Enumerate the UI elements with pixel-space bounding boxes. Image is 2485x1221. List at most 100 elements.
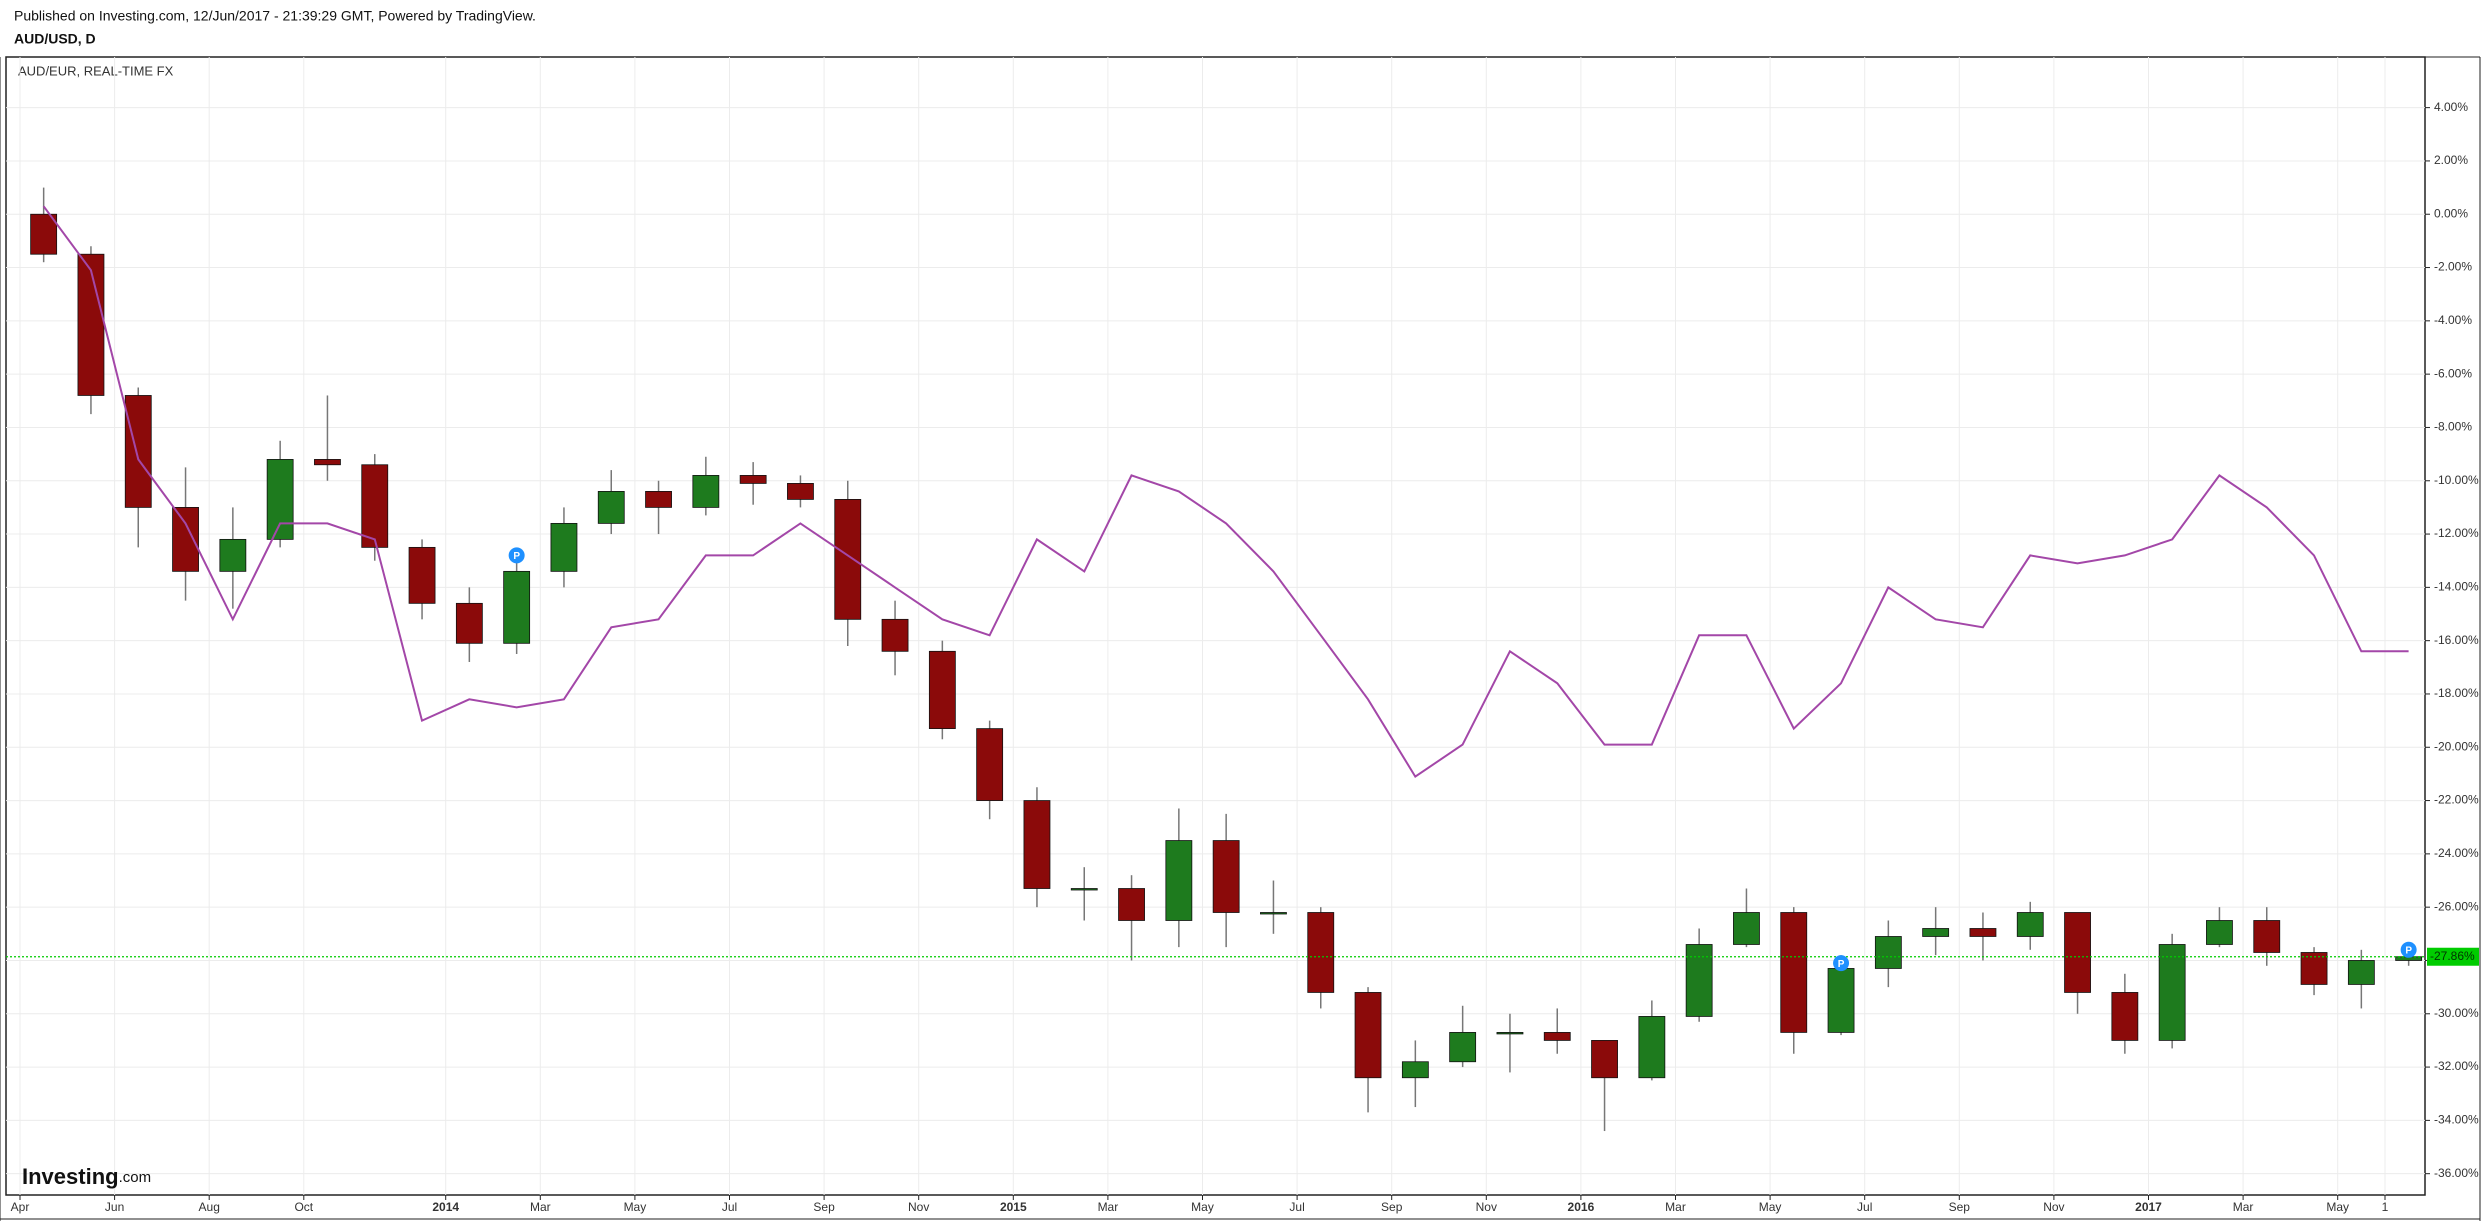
marks bbox=[30, 187, 2423, 1132]
x-tick-label: 2017 bbox=[2135, 1200, 2162, 1214]
x-tick-label: May bbox=[624, 1200, 647, 1214]
candle-body bbox=[314, 459, 341, 466]
candle-body bbox=[124, 395, 152, 508]
y-tick-label: -36.00% bbox=[2434, 1166, 2479, 1180]
candle-body bbox=[172, 507, 199, 572]
candle-body bbox=[928, 650, 956, 730]
last-value-box bbox=[2427, 947, 2479, 966]
y-tick-label: -12.00% bbox=[2434, 526, 2479, 540]
x-tick-label: Sep bbox=[813, 1200, 835, 1214]
candle-body bbox=[1969, 928, 1997, 937]
candle-body bbox=[550, 522, 578, 572]
x-tick-label: May bbox=[1759, 1200, 1782, 1214]
y-tick-label: -22.00% bbox=[2434, 793, 2479, 807]
y-tick-label: -24.00% bbox=[2434, 846, 2479, 860]
candle-body bbox=[1165, 840, 1193, 921]
comparison-line bbox=[42, 205, 2409, 779]
candle-body bbox=[503, 570, 531, 644]
y-tick-label: -18.00% bbox=[2434, 686, 2479, 700]
x-tick-label: 2014 bbox=[432, 1200, 459, 1214]
y-tick-label: 0.00% bbox=[2434, 206, 2468, 220]
event-label: P bbox=[2405, 945, 2412, 956]
candle-body bbox=[2016, 912, 2044, 937]
candle-body bbox=[77, 253, 105, 396]
candle-body bbox=[1260, 912, 1287, 915]
y-tick-label: -8.00% bbox=[2434, 420, 2472, 434]
x-tick-label: Mar bbox=[1665, 1200, 1686, 1214]
candle-body bbox=[881, 618, 909, 652]
candle-body bbox=[739, 475, 767, 484]
x-tick-label: 1 bbox=[2382, 1200, 2389, 1214]
candle-body bbox=[1212, 840, 1240, 913]
x-tick-label: 2015 bbox=[1000, 1200, 1027, 1214]
candle-body bbox=[1827, 968, 1855, 1033]
candle-body bbox=[1354, 992, 1382, 1079]
x-tick-label: May bbox=[2326, 1200, 2349, 1214]
x-tick-label: Jul bbox=[1289, 1200, 1304, 1214]
y-tick-label: 4.00% bbox=[2434, 100, 2468, 114]
event-marker bbox=[508, 547, 525, 564]
x-tick-label: Nov bbox=[2043, 1200, 2064, 1214]
x-tick-label: Mar bbox=[2233, 1200, 2254, 1214]
candle-body bbox=[1023, 800, 1051, 889]
x-tick-label: Sep bbox=[1381, 1200, 1403, 1214]
chart-title: AUD/USD, D bbox=[14, 31, 96, 47]
event-label: P bbox=[513, 551, 520, 562]
y-tick-label: -2.00% bbox=[2434, 260, 2472, 274]
y-tick-label: -26.00% bbox=[2434, 899, 2479, 913]
candle-body bbox=[1449, 1032, 1477, 1063]
candle-body bbox=[2158, 944, 2186, 1041]
candle-body bbox=[1874, 936, 1902, 969]
candle-body bbox=[30, 213, 58, 255]
grid: 4.00% 2.00% 0.00% -2.00% -4.00% -6.00% -8.00% -… bbox=[6, 57, 2479, 1214]
logo: Investing.com bbox=[22, 1164, 151, 1189]
legend-entry: AUD/EUR, REAL-TIME FX bbox=[18, 63, 174, 78]
candle-body bbox=[1780, 912, 1808, 1033]
candle-body bbox=[645, 491, 672, 508]
event-marker bbox=[2400, 941, 2417, 958]
plot-frame bbox=[5, 56, 2426, 1196]
y-tick-label: -30.00% bbox=[2434, 1006, 2479, 1020]
x-tick-label: Nov bbox=[908, 1200, 929, 1214]
candle-body bbox=[787, 483, 814, 500]
candle-body bbox=[692, 475, 720, 508]
x-tick-label: Nov bbox=[1476, 1200, 1497, 1214]
x-tick-label: Oct bbox=[294, 1200, 313, 1214]
candle-body bbox=[2206, 920, 2233, 945]
candle-body bbox=[2347, 960, 2375, 985]
candle-body bbox=[408, 546, 436, 604]
candle-body bbox=[1070, 888, 1098, 891]
candle-body bbox=[2300, 952, 2328, 985]
candle-body bbox=[976, 728, 1004, 801]
x-tick-label: Apr bbox=[11, 1200, 30, 1214]
y-tick-label: -20.00% bbox=[2434, 739, 2479, 753]
x-tick-label: Mar bbox=[1098, 1200, 1119, 1214]
x-tick-label: Jun bbox=[105, 1200, 124, 1214]
candle-body bbox=[1543, 1032, 1571, 1041]
candle-body bbox=[361, 464, 389, 548]
candle-body bbox=[2064, 912, 2091, 993]
candle-body bbox=[1638, 1016, 1666, 1079]
y-tick-label: -16.00% bbox=[2434, 633, 2479, 647]
logo-suffix: .com bbox=[119, 1169, 152, 1186]
x-tick-label: 2016 bbox=[1568, 1200, 1595, 1214]
last-value-label: -27.86% bbox=[2430, 949, 2475, 963]
subtitle: Published on Investing.com, 12/Jun/2017 … bbox=[14, 8, 536, 24]
x-tick-label: May bbox=[1191, 1200, 1214, 1214]
candle-body bbox=[1685, 944, 1713, 1017]
logo-text: Investing bbox=[22, 1164, 119, 1189]
y-tick-label: -4.00% bbox=[2434, 313, 2472, 327]
candle-body bbox=[1401, 1061, 1429, 1079]
candle-body bbox=[266, 459, 294, 540]
y-tick-label: 2.00% bbox=[2434, 153, 2468, 167]
candle-body bbox=[2253, 920, 2281, 953]
candle-body bbox=[1496, 1032, 1524, 1035]
x-tick-label: Mar bbox=[530, 1200, 551, 1214]
x-tick-label: Jul bbox=[722, 1200, 737, 1214]
candle-body bbox=[1733, 912, 1760, 945]
candle-body bbox=[1307, 912, 1335, 993]
overlay: -27.86% P P P Investing.com bbox=[6, 547, 2479, 1189]
y-tick-label: -32.00% bbox=[2434, 1059, 2479, 1073]
candle-body bbox=[2111, 992, 2139, 1041]
